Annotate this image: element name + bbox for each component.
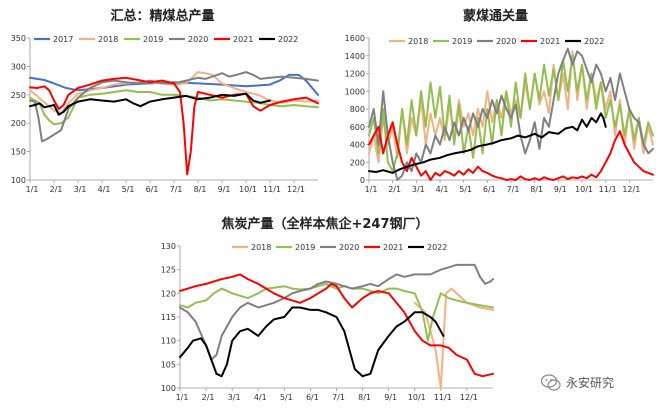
x-tick-label: 7/1 — [332, 393, 345, 402]
y-tick-label: 350 — [11, 34, 26, 43]
x-tick-label: 5/1 — [280, 393, 293, 402]
legend-label-2020: 2020 — [496, 37, 516, 46]
x-tick-label: 1/1 — [26, 185, 39, 194]
x-tick-label: 2/1 — [388, 185, 401, 194]
x-tick-label: 3/1 — [228, 393, 241, 402]
y-tick-label: 200 — [11, 119, 26, 128]
series-line-2019 — [368, 54, 654, 173]
y-tick-label: 600 — [350, 123, 365, 132]
x-tick-label: 6/1 — [483, 185, 496, 194]
legend-label-2021: 2021 — [540, 37, 560, 46]
legend-label-2018: 2018 — [98, 35, 118, 44]
chart-title: 焦炭产量（全样本焦企+247钢厂） — [220, 216, 428, 232]
x-tick-label: 3/1 — [74, 185, 87, 194]
coke-output-chart: 焦炭产量（全样本焦企+247钢厂） 100 105 110 115 120 125 130 1/… — [161, 216, 494, 402]
y-tick-label: 300 — [11, 62, 26, 71]
watermark: 永安研究 — [536, 368, 652, 398]
legend-label-2022: 2022 — [584, 37, 604, 46]
legend-label-2020: 2020 — [339, 243, 359, 252]
x-tick-label: 12/1 — [287, 185, 305, 194]
series-line-2021 — [179, 273, 494, 378]
series-line-2020 — [368, 47, 654, 181]
series-line-2021 — [368, 121, 654, 181]
y-tick-label: 250 — [11, 91, 26, 100]
legend-label-2018: 2018 — [408, 37, 428, 46]
y-tick-label: 120 — [161, 289, 176, 298]
x-tick-label: 10/1 — [408, 393, 426, 402]
x-tick-label: 7/1 — [507, 185, 520, 194]
y-tick-label: 200 — [350, 158, 365, 167]
series-line-2022 — [368, 112, 607, 174]
y-tick-label: 1600 — [345, 34, 365, 43]
legend-label-2022: 2022 — [278, 35, 298, 44]
x-tick-label: 8/1 — [530, 185, 543, 194]
legend-label-2021: 2021 — [233, 35, 253, 44]
y-tick-label: 125 — [161, 266, 176, 275]
legend-label-2018: 2018 — [251, 243, 271, 252]
y-tick-label: 110 — [161, 337, 176, 346]
series-line-2022 — [179, 306, 445, 378]
x-tick-label: 2/1 — [202, 393, 215, 402]
x-tick-label: 7/1 — [170, 185, 183, 194]
y-tick-label: 1000 — [345, 87, 365, 96]
legend-label-2020: 2020 — [188, 35, 208, 44]
x-tick-label: 12/1 — [460, 393, 478, 402]
chart-title: 汇总：精煤总产量 — [110, 8, 214, 24]
x-tick-label: 4/1 — [98, 185, 111, 194]
series-line-2020 — [179, 263, 494, 361]
x-tick-label: 11/1 — [263, 185, 281, 194]
x-tick-label: 8/1 — [194, 185, 207, 194]
y-tick-label: 1400 — [345, 52, 365, 61]
x-tick-label: 8/1 — [358, 393, 371, 402]
x-tick-label: 9/1 — [384, 393, 397, 402]
x-tick-label: 1/1 — [365, 185, 378, 194]
legend-label-2019: 2019 — [295, 243, 315, 252]
x-tick-label: 11/1 — [599, 185, 617, 194]
y-tick-label: 105 — [161, 360, 176, 369]
x-tick-label: 9/1 — [554, 185, 567, 194]
y-tick-label: 150 — [11, 148, 26, 157]
y-tick-label: 100 — [11, 176, 26, 185]
series-line-2022 — [29, 92, 271, 116]
x-tick-label: 5/1 — [122, 185, 135, 194]
x-tick-label: 10/1 — [239, 185, 257, 194]
x-tick-label: 9/1 — [218, 185, 231, 194]
x-tick-label: 2/1 — [50, 185, 63, 194]
series-line-2021 — [29, 76, 319, 176]
series-line-2019 — [179, 282, 494, 342]
watermark-text: 永安研究 — [566, 376, 615, 390]
chart-title: 蒙煤通关量 — [463, 8, 528, 24]
series-line-2019 — [29, 89, 319, 126]
legend-label-2017: 2017 — [53, 35, 73, 44]
y-tick-label: 100 — [161, 384, 176, 393]
total-output-chart: 汇总：精煤总产量 100 150 200 250 300 350 1/1 2/1 3/1 4/1 5/… — [11, 8, 319, 194]
y-tick-label: 0 — [360, 176, 365, 185]
y-tick-label: 400 — [350, 141, 365, 150]
x-tick-label: 4/1 — [254, 393, 267, 402]
legend-label-2022: 2022 — [427, 243, 447, 252]
y-tick-label: 115 — [161, 313, 176, 322]
x-tick-label: 5/1 — [459, 185, 472, 194]
x-tick-label: 3/1 — [412, 185, 425, 194]
y-tick-label: 800 — [350, 105, 365, 114]
mongolia-customs-chart: 蒙煤通关量 0 200 400 600 800 1000 1200 1400 1600 1/1 2/1… — [345, 8, 654, 194]
x-tick-label: 12/1 — [622, 185, 640, 194]
x-tick-label: 10/1 — [575, 185, 593, 194]
x-tick-label: 6/1 — [306, 393, 319, 402]
wechat-icon — [540, 374, 561, 391]
legend-label-2021: 2021 — [383, 243, 403, 252]
series-line-2020 — [29, 71, 319, 143]
x-tick-label: 11/1 — [434, 393, 452, 402]
x-tick-label: 4/1 — [436, 185, 449, 194]
y-tick-label: 130 — [161, 242, 176, 251]
y-tick-label: 1200 — [345, 70, 365, 79]
legend-label-2019: 2019 — [143, 35, 163, 44]
x-tick-label: 1/1 — [176, 393, 189, 402]
x-tick-label: 6/1 — [146, 185, 159, 194]
legend-label-2019: 2019 — [452, 37, 472, 46]
